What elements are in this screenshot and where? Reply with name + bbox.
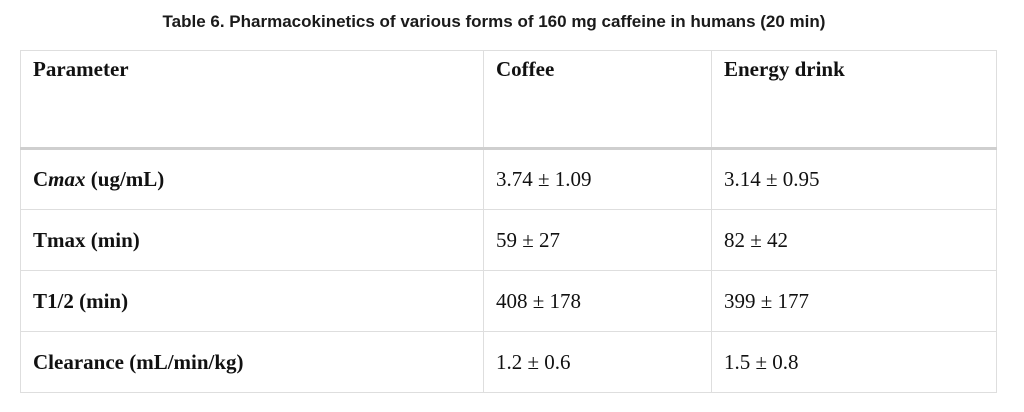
tmax-coffee-value: 59 ± 27 — [483, 209, 712, 271]
cmax-prefix: C — [33, 167, 49, 191]
pharmacokinetics-table: Parameter Coffee Energy drink Cmax (ug/m… — [20, 50, 997, 393]
header-coffee: Coffee — [483, 50, 712, 149]
table-row: Clearance (mL/min/kg) 1.2 ± 0.6 1.5 ± 0.… — [20, 331, 997, 393]
clearance-energy-value: 1.5 ± 0.8 — [711, 331, 997, 393]
row-tmax-label: Tmax (min) — [20, 209, 484, 271]
clearance-coffee-value: 1.2 ± 0.6 — [483, 331, 712, 393]
row-cmax-label: Cmax (ug/mL) — [20, 148, 484, 210]
header-energy-drink: Energy drink — [711, 50, 997, 149]
table-caption: Table 6. Pharmacokinetics of various for… — [162, 12, 826, 31]
row-clearance-label: Clearance (mL/min/kg) — [20, 331, 484, 393]
table-row: Cmax (ug/mL) 3.74 ± 1.09 3.14 ± 0.95 — [20, 148, 997, 210]
header-parameter: Parameter — [20, 50, 484, 149]
t-half-coffee-value: 408 ± 178 — [483, 270, 712, 332]
table-header-row: Parameter Coffee Energy drink — [20, 50, 997, 149]
t-half-energy-value: 399 ± 177 — [711, 270, 997, 332]
cmax-energy-value: 3.14 ± 0.95 — [711, 148, 997, 210]
cmax-italic: max — [48, 167, 86, 191]
cmax-suffix: (ug/mL) — [85, 167, 165, 191]
table-row: Tmax (min) 59 ± 27 82 ± 42 — [20, 209, 997, 271]
cmax-coffee-value: 3.74 ± 1.09 — [483, 148, 712, 210]
tmax-energy-value: 82 ± 42 — [711, 209, 997, 271]
row-t-half-label: T1/2 (min) — [20, 270, 484, 332]
table-row: T1/2 (min) 408 ± 178 399 ± 177 — [20, 270, 997, 332]
